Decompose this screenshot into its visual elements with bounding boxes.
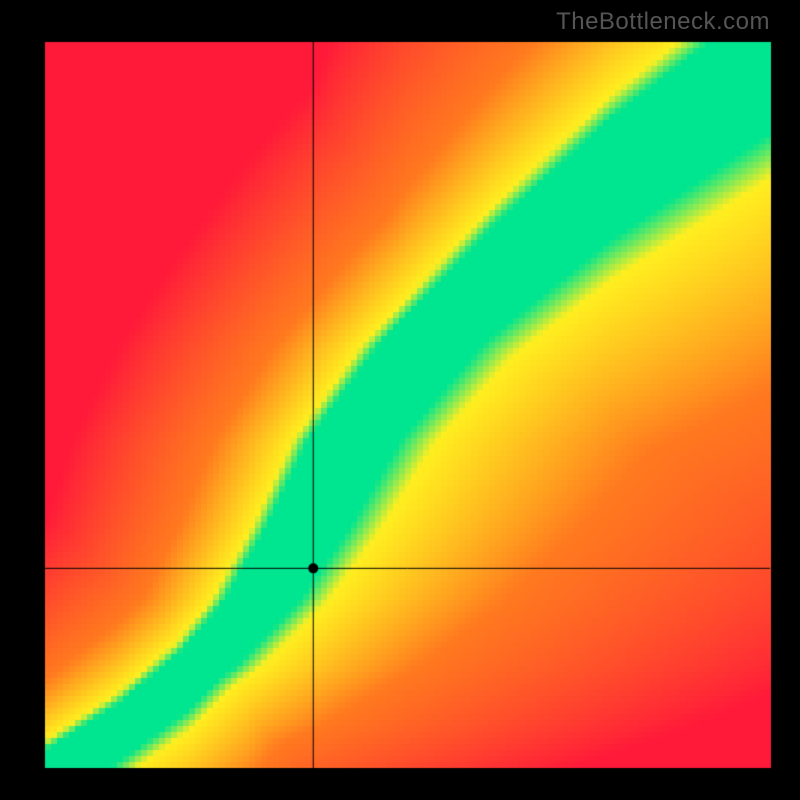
chart-container: TheBottleneck.com [0, 0, 800, 800]
bottleneck-heatmap [0, 0, 800, 800]
watermark-text: TheBottleneck.com [556, 8, 770, 36]
